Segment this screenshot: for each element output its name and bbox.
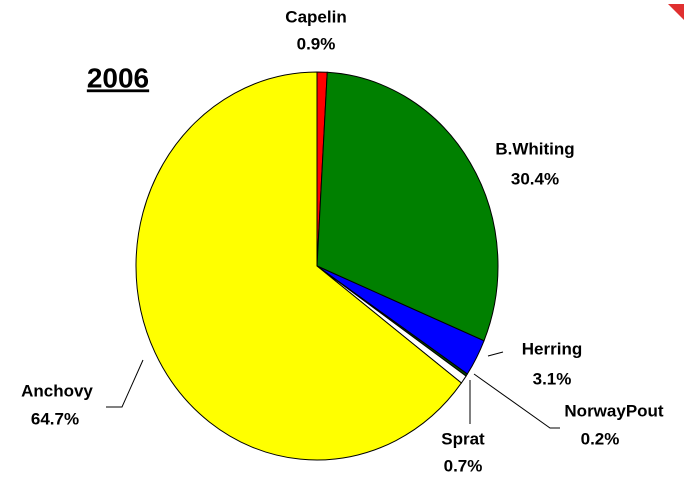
chart-title: 2006 [87, 62, 149, 93]
slice-label: B.Whiting [495, 139, 574, 158]
slice-label: Capelin [285, 7, 346, 26]
slice-label: Sprat [441, 429, 485, 448]
value-label: 0.2% [581, 429, 620, 448]
value-label: 0.7% [444, 456, 483, 475]
slice-label: NorwayPout [564, 401, 664, 420]
leader-line [106, 359, 144, 408]
pie-slice [316, 71, 499, 342]
value-label: 3.1% [533, 369, 572, 388]
value-label: 0.9% [297, 34, 336, 53]
slice-label: Anchovy [21, 381, 93, 400]
corner-arrow [668, 4, 684, 20]
slice-label: Herring [522, 339, 582, 358]
leader-lines [106, 351, 560, 429]
value-label: 30.4% [511, 169, 559, 188]
leader-line [487, 351, 504, 357]
pie-slice [135, 71, 463, 461]
value-label: 64.7% [31, 409, 79, 428]
leader-line [473, 373, 560, 429]
pie [135, 71, 499, 461]
